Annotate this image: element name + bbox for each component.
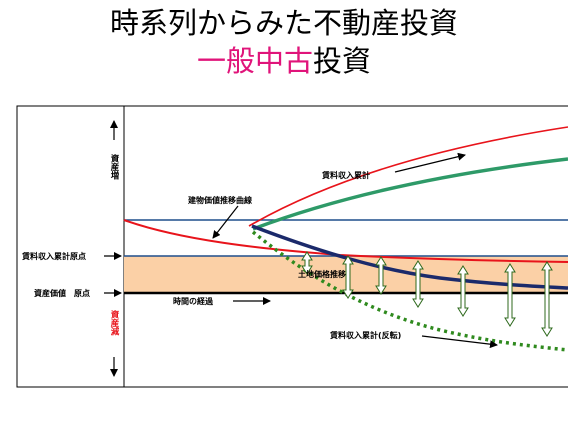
rent-cumulative-green-curve	[252, 157, 568, 231]
rent-cumulative-label: 賃料収入累計	[321, 170, 370, 180]
subtitle-rest: 投資	[313, 44, 372, 78]
double-arrow	[375, 256, 387, 295]
double-arrow	[457, 265, 469, 317]
value-arrows	[301, 251, 553, 337]
rent-inverted-label: 賃料収入累計(反転)	[329, 330, 401, 340]
double-arrow	[342, 255, 354, 299]
double-arrow	[504, 263, 516, 327]
rent-origin-label: 賃料収入累計原点	[21, 251, 86, 261]
slide-subtitle: 一般中古投資	[0, 44, 568, 78]
land-value-curve	[251, 224, 568, 290]
asset-origin-label: 資産価値 原点	[34, 288, 90, 298]
rent-inverted-pointer	[421, 335, 498, 349]
double-arrow	[412, 260, 424, 308]
asset-decrease-label: 資産減	[109, 309, 120, 336]
double-arrow	[541, 261, 553, 337]
slide-title: 時系列からみた不動産投資	[109, 6, 458, 40]
diagram-frame	[16, 105, 568, 388]
rent-inverted-dotted-curve	[251, 230, 568, 352]
asset-increase-label: 資産増	[109, 153, 120, 180]
time-label: 時間の経過	[173, 296, 214, 306]
land-value-label: 土地価格推移	[298, 269, 346, 279]
rent-cumulative-red-curve	[248, 126, 568, 227]
rent-cumulative-pointer	[394, 152, 466, 173]
building-value-pointer	[212, 205, 239, 239]
double-arrow	[301, 251, 313, 275]
subtitle-accent: 一般中古	[196, 44, 313, 78]
building-value-label: 建物価値推移曲線	[187, 195, 252, 205]
